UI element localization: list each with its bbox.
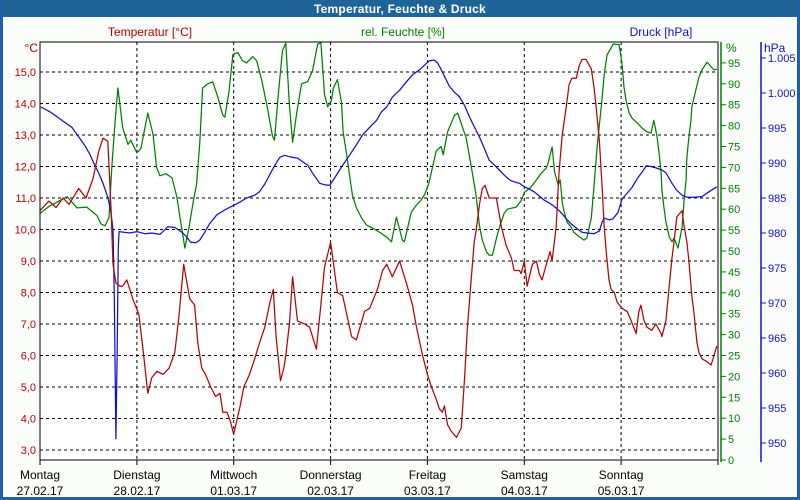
- pressure-tick-label: 1.005: [768, 53, 796, 65]
- pressure-axis-unit: hPa: [764, 41, 786, 55]
- x-axis-date-label: 28.02.17: [114, 484, 161, 498]
- humidity-axis-unit: %: [726, 41, 737, 55]
- pressure-tick-label: 1.000: [768, 88, 796, 100]
- temperature-tick-label: 14,0: [15, 99, 36, 111]
- x-axis-day-label: Dienstag: [113, 468, 160, 482]
- humidity-tick-label: 45: [728, 267, 740, 279]
- x-axis-date-label: 04.03.17: [501, 484, 548, 498]
- humidity-tick-label: 90: [728, 79, 740, 91]
- x-axis-day-label: Montag: [20, 468, 60, 482]
- pressure-tick-label: 965: [768, 333, 786, 345]
- temperature-tick-label: 15,0: [15, 67, 36, 79]
- humidity-tick-label: 40: [728, 288, 740, 300]
- temperature-tick-label: 3,0: [21, 445, 36, 457]
- temperature-tick-label: 9,0: [21, 256, 36, 268]
- plot-area: 15,0 14,0 13,0 12,0 11,0 10,0 9,0 8,0 7,0 6,0 5,0 4…: [15, 41, 796, 498]
- humidity-tick-label: 25: [728, 351, 740, 363]
- temperature-line: [39, 58, 718, 439]
- temperature-tick-label: 11,0: [15, 193, 36, 205]
- humidity-tick-label: 55: [728, 225, 740, 237]
- pressure-tick-label: 980: [768, 228, 786, 240]
- temperature-tick-label: 12,0: [15, 162, 36, 174]
- humidity-tick-label: 50: [728, 246, 740, 258]
- humidity-line: [39, 42, 717, 256]
- pressure-tick-label: 990: [768, 158, 786, 170]
- pressure-tick-label: 970: [768, 298, 786, 310]
- humidity-tick-label: 20: [728, 371, 740, 383]
- x-axis-date-label: 27.02.17: [17, 484, 64, 498]
- humidity-tick-label: 70: [728, 162, 740, 174]
- x-axis-day-label: Mittwoch: [210, 468, 257, 482]
- humidity-tick-label: 65: [728, 183, 740, 195]
- x-axis-day-label: Donnerstag: [300, 468, 362, 482]
- humidity-tick-label: 95: [728, 58, 740, 70]
- temperature-axis-unit: °C: [25, 41, 39, 55]
- pressure-line: [40, 59, 718, 440]
- pressure-tick-label: 960: [768, 368, 786, 380]
- x-axis-day-label: Samstag: [501, 468, 548, 482]
- pressure-series-label: Druck [hPa]: [630, 25, 693, 39]
- humidity-tick-label: 75: [728, 142, 740, 154]
- humidity-series-label: rel. Feuchte [%]: [361, 25, 445, 39]
- temperature-tick-label: 13,0: [15, 130, 36, 142]
- humidity-tick-label: 15: [728, 392, 740, 404]
- temperature-tick-label: 6,0: [21, 351, 36, 363]
- x-axis-day-label: Freitag: [409, 468, 446, 482]
- pressure-tick-label: 950: [768, 438, 786, 450]
- humidity-tick-label: 60: [728, 204, 740, 216]
- x-axis-day-label: Sonntag: [599, 468, 644, 482]
- window-title: Temperatur, Feuchte & Druck: [314, 1, 486, 16]
- humidity-tick-label: 0: [728, 455, 734, 467]
- pressure-tick-label: 955: [768, 403, 786, 415]
- pressure-tick-label: 995: [768, 123, 786, 135]
- x-axis-date-label: 05.03.17: [598, 484, 645, 498]
- humidity-tick-label: 80: [728, 121, 740, 133]
- plot-border: [39, 41, 719, 461]
- humidity-tick-label: 30: [728, 330, 740, 342]
- pressure-tick-label: 975: [768, 263, 786, 275]
- window-title-bar: Temperatur, Feuchte & Druck: [0, 0, 800, 17]
- temperature-tick-label: 4,0: [21, 414, 36, 426]
- humidity-tick-label: 10: [728, 413, 740, 425]
- pressure-tick-label: 985: [768, 193, 786, 205]
- temperature-series-label: Temperatur [°C]: [108, 25, 192, 39]
- temperature-tick-label: 10,0: [15, 225, 36, 237]
- temperature-tick-label: 8,0: [21, 288, 36, 300]
- x-axis-date-label: 01.03.17: [210, 484, 257, 498]
- plot-background: [40, 42, 718, 460]
- temperature-tick-label: 7,0: [21, 319, 36, 331]
- humidity-tick-label: 35: [728, 309, 740, 321]
- humidity-tick-label: 5: [728, 434, 734, 446]
- x-axis-date-label: 02.03.17: [307, 484, 354, 498]
- x-axis-date-label: 03.03.17: [404, 484, 451, 498]
- temperature-tick-label: 5,0: [21, 382, 36, 394]
- humidity-tick-label: 85: [728, 100, 740, 112]
